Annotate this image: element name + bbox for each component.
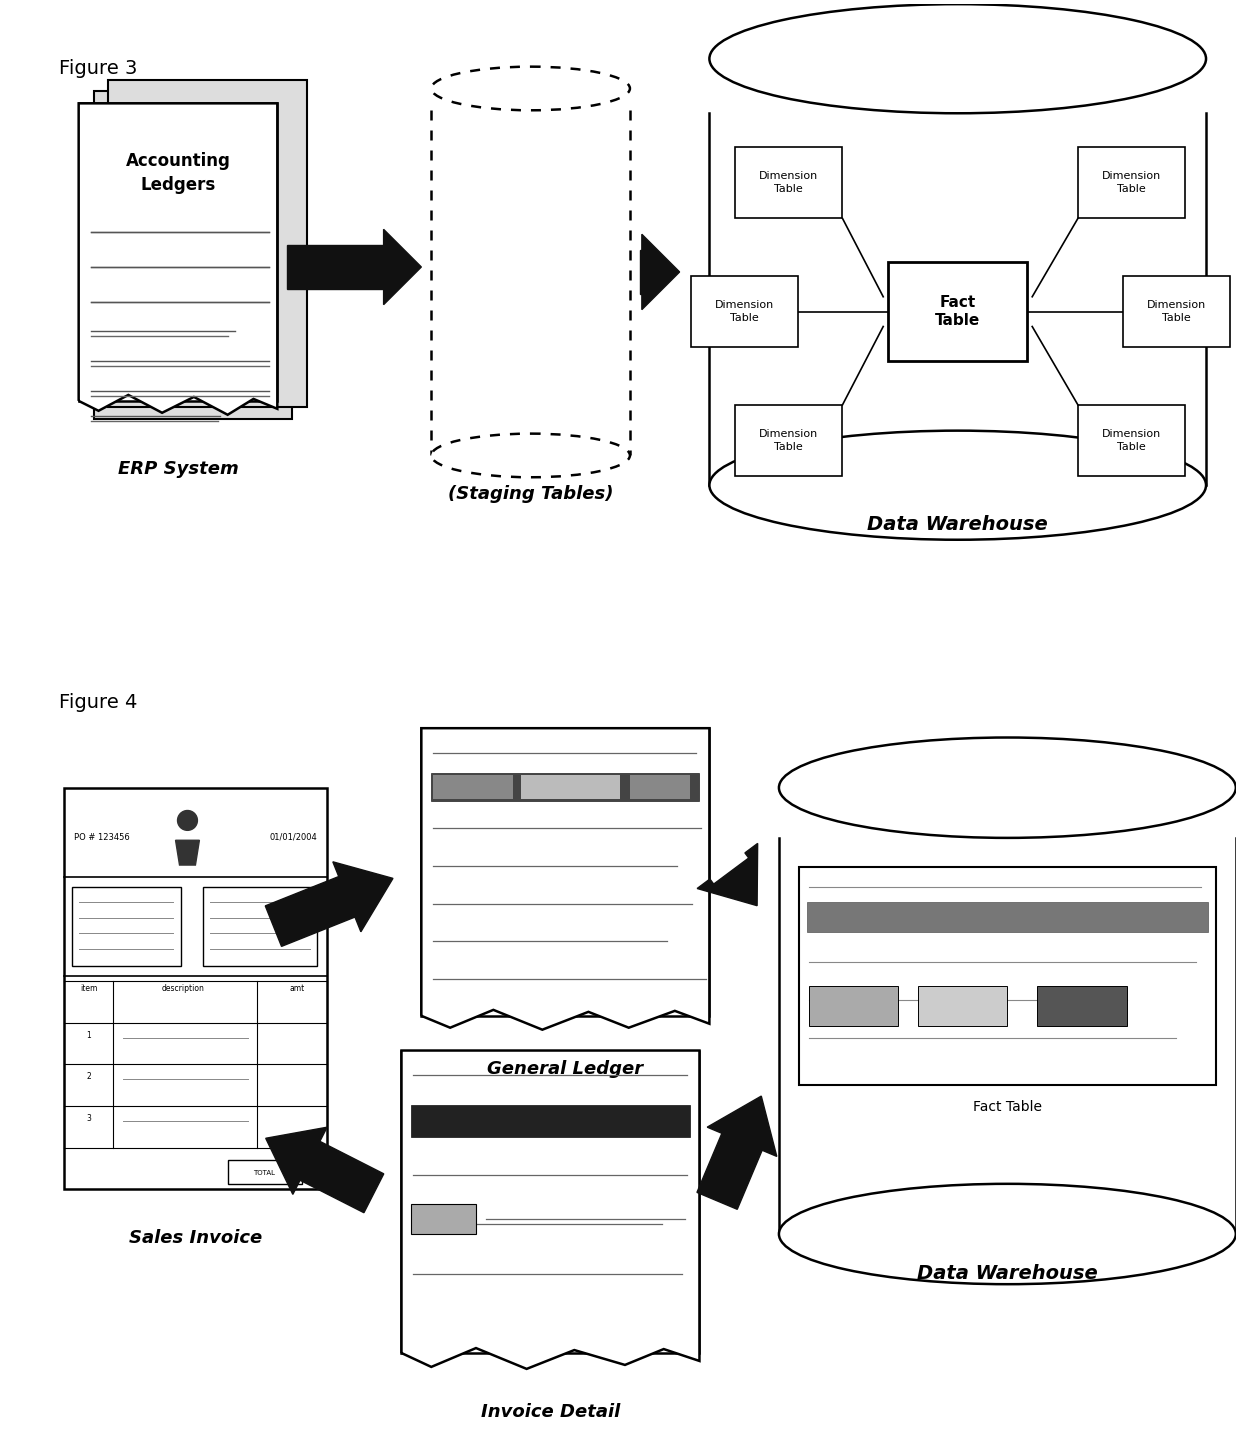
Bar — [1122, 276, 1230, 347]
Bar — [433, 775, 512, 799]
PathPatch shape — [402, 1050, 699, 1369]
Text: PO # 123456: PO # 123456 — [73, 833, 129, 842]
Text: Accounting
Ledgers: Accounting Ledgers — [125, 151, 231, 193]
Text: General Ledger: General Ledger — [487, 1060, 644, 1079]
Ellipse shape — [432, 67, 630, 110]
Bar — [735, 147, 842, 219]
Text: Data Warehouse: Data Warehouse — [918, 1263, 1097, 1283]
Ellipse shape — [779, 737, 1236, 837]
Text: Dimension
Table: Dimension Table — [759, 171, 818, 194]
Text: Figure 4: Figure 4 — [58, 693, 138, 713]
Text: Dimension
Table: Dimension Table — [1147, 300, 1205, 323]
Text: Fact
Table: Fact Table — [935, 294, 981, 329]
Text: Sales Invoice: Sales Invoice — [129, 1229, 262, 1248]
Bar — [709, 113, 1207, 486]
Text: Data Warehouse: Data Warehouse — [867, 514, 1048, 534]
Bar — [779, 837, 1236, 1235]
Bar — [735, 404, 842, 476]
Bar — [808, 986, 898, 1026]
Text: description: description — [161, 985, 205, 993]
Bar — [288, 246, 383, 289]
Bar — [228, 1159, 303, 1185]
Bar — [807, 902, 1208, 932]
Polygon shape — [176, 840, 200, 865]
Bar — [402, 1050, 699, 1353]
Text: 01/01/2004: 01/01/2004 — [269, 833, 317, 842]
Polygon shape — [697, 843, 758, 906]
Bar — [1037, 986, 1127, 1026]
Text: 1: 1 — [87, 1030, 91, 1040]
Text: TOTAL: TOTAL — [253, 1169, 275, 1176]
Bar — [691, 276, 797, 347]
Text: 2: 2 — [87, 1072, 91, 1082]
Text: Invoice Detail: Invoice Detail — [481, 1403, 620, 1420]
Polygon shape — [265, 862, 393, 946]
Text: Dimension
Table: Dimension Table — [714, 300, 774, 323]
Bar — [432, 110, 630, 456]
Bar — [799, 867, 1216, 1085]
Bar — [432, 773, 699, 800]
Text: Figure 3: Figure 3 — [58, 59, 138, 77]
Bar — [640, 250, 642, 294]
Bar — [108, 80, 308, 407]
Bar — [630, 775, 689, 799]
Text: Dimension
Table: Dimension Table — [759, 429, 818, 452]
Bar — [521, 775, 620, 799]
Text: ERP System: ERP System — [118, 460, 238, 479]
Bar — [78, 103, 278, 402]
Text: Dimension
Table: Dimension Table — [1102, 171, 1161, 194]
Bar — [918, 986, 1007, 1026]
Ellipse shape — [709, 430, 1207, 540]
Bar — [72, 887, 181, 966]
Bar — [888, 262, 1027, 362]
Bar — [422, 729, 709, 1016]
Bar — [63, 787, 327, 1189]
Text: (Staging Tables): (Staging Tables) — [448, 486, 614, 503]
Circle shape — [177, 810, 197, 830]
Ellipse shape — [779, 1183, 1236, 1285]
Text: 3: 3 — [86, 1115, 91, 1123]
Bar — [1078, 404, 1185, 476]
Bar — [93, 91, 293, 419]
PathPatch shape — [422, 729, 709, 1030]
Bar — [1078, 147, 1185, 219]
Polygon shape — [642, 234, 680, 310]
Bar — [203, 887, 317, 966]
Bar — [412, 1205, 476, 1235]
PathPatch shape — [78, 103, 278, 414]
Bar — [412, 1105, 689, 1137]
Ellipse shape — [432, 433, 630, 477]
Text: Dimension
Table: Dimension Table — [1102, 429, 1161, 452]
Text: item: item — [79, 985, 97, 993]
Text: amt: amt — [290, 985, 305, 993]
Polygon shape — [383, 229, 422, 304]
Ellipse shape — [709, 4, 1207, 113]
Text: Fact Table: Fact Table — [973, 1100, 1042, 1115]
Polygon shape — [697, 1096, 776, 1209]
Polygon shape — [265, 1127, 383, 1213]
